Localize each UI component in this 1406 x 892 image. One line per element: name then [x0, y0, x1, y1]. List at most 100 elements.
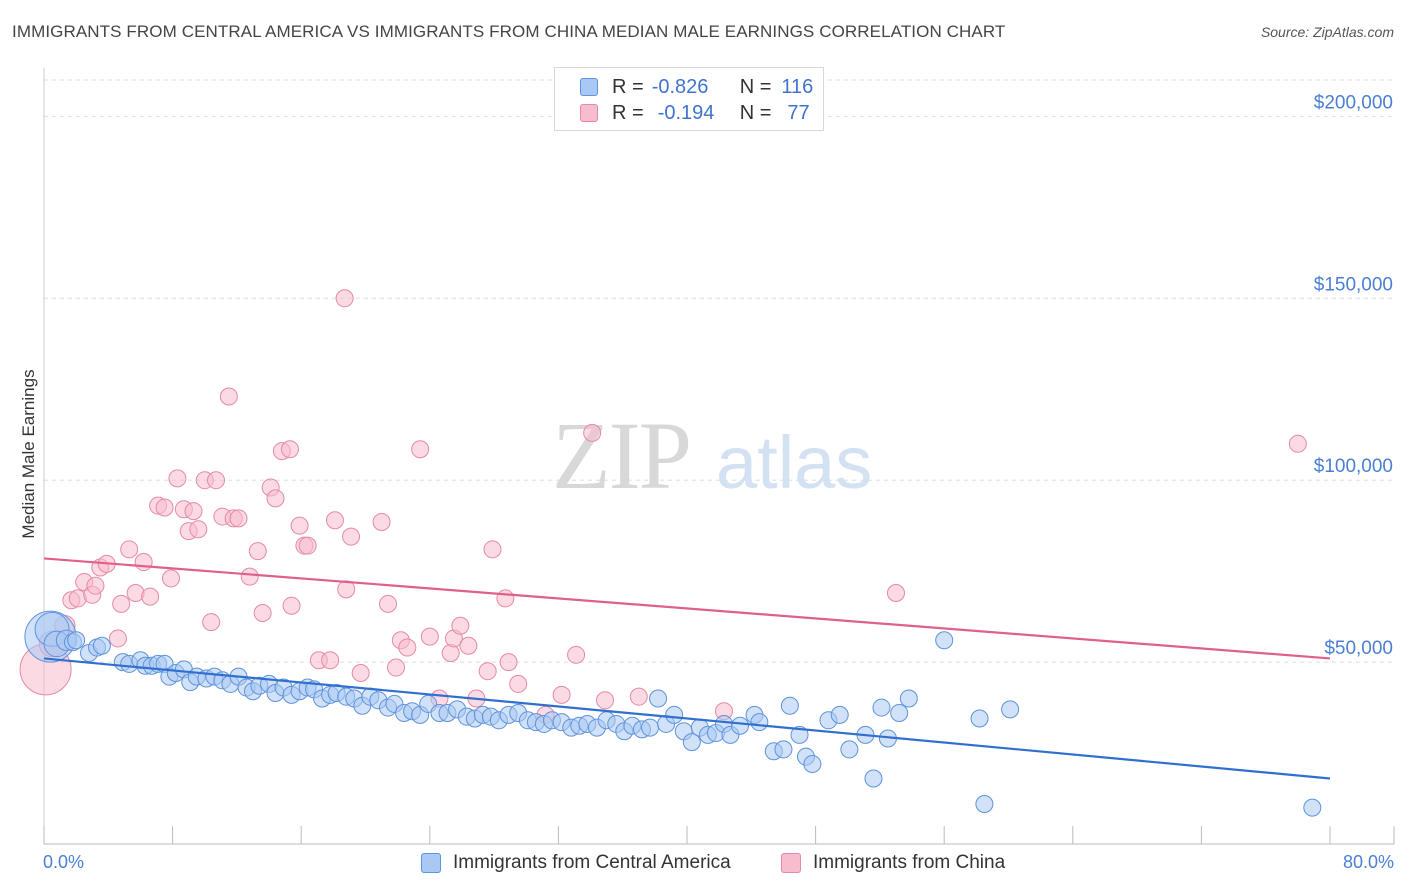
legend-label: Immigrants from Central America: [453, 852, 731, 873]
n-value: 77: [787, 101, 810, 124]
data-point: [290, 516, 309, 535]
watermark-zip: ZIP: [552, 402, 690, 509]
data-point: [161, 569, 180, 588]
r-value: -0.826: [651, 75, 709, 98]
pink-swatch: [580, 104, 598, 122]
data-point: [682, 733, 701, 752]
axes: [43, 68, 1395, 845]
data-point: [629, 687, 648, 706]
stats-legend: R = -0.826 N = 116 R = -0.194 N = 77: [554, 67, 824, 131]
data-point: [935, 631, 954, 650]
data-point: [583, 423, 602, 442]
data-point: [899, 689, 918, 708]
data-point: [441, 644, 460, 662]
data-point: [141, 587, 160, 606]
legend-item-central-america: Immigrants from Central America: [421, 852, 731, 874]
x-tick-label-max: 80.0%: [1342, 852, 1394, 872]
data-point: [379, 594, 398, 613]
legend-label: Immigrants from China: [813, 852, 1006, 873]
data-point: [750, 713, 769, 732]
y-axis-label: Median Male Earnings: [19, 369, 38, 538]
data-point: [552, 685, 571, 704]
blue-swatch: [421, 853, 441, 873]
data-point: [240, 567, 259, 586]
series-central-america-points: [24, 610, 1322, 817]
data-point: [420, 627, 439, 646]
data-point: [1303, 798, 1322, 817]
data-point: [641, 718, 660, 737]
r-value: -0.194: [657, 101, 715, 124]
data-point: [184, 502, 203, 521]
data-point: [830, 705, 849, 724]
y-tick-label: $200,000: [1314, 92, 1393, 113]
data-point: [387, 658, 406, 677]
data-point: [731, 716, 750, 735]
data-point: [189, 520, 208, 539]
data-point: [112, 594, 131, 613]
legend-item-china: Immigrants from China: [781, 852, 1005, 874]
data-point: [248, 542, 267, 561]
trend-line-central-america: [43, 657, 1331, 780]
data-point: [207, 471, 226, 490]
pink-swatch: [781, 853, 801, 873]
data-point: [229, 509, 248, 528]
data-point: [483, 540, 502, 559]
r-label: R =: [612, 101, 644, 124]
y-tick-label: $150,000: [1314, 274, 1393, 295]
data-point: [478, 662, 497, 681]
r-label: R =: [612, 75, 644, 98]
trend-lines: [43, 557, 1331, 780]
series-china-points: [19, 289, 1307, 724]
x-tick-label-min: 0.0%: [43, 852, 85, 872]
data-point: [298, 536, 317, 555]
blue-swatch: [580, 78, 598, 96]
data-point: [351, 664, 370, 683]
data-point: [398, 638, 417, 657]
data-point: [168, 469, 187, 488]
data-point: [499, 653, 518, 672]
watermark-atlas: atlas: [716, 421, 872, 504]
data-point: [864, 769, 883, 788]
y-tick-label: $50,000: [1324, 638, 1393, 659]
data-point: [342, 527, 361, 546]
n-label: N =: [739, 75, 772, 98]
stats-legend-row-central-america: R = -0.826 N = 116: [580, 75, 813, 99]
data-point: [459, 636, 478, 655]
trend-line-china: [43, 557, 1331, 660]
data-point: [253, 603, 272, 622]
data-point: [1001, 700, 1020, 719]
data-point: [970, 709, 989, 728]
stats-legend-row-china: R = -0.194 N = 77: [580, 101, 810, 125]
data-point: [451, 616, 470, 635]
data-point: [509, 674, 528, 693]
data-point: [411, 440, 430, 459]
chart-title: IMMIGRANTS FROM CENTRAL AMERICA VS IMMIG…: [12, 22, 1006, 41]
data-point: [665, 705, 684, 724]
data-point: [774, 740, 793, 759]
data-point: [67, 631, 86, 650]
data-point: [92, 636, 111, 655]
y-tick-label: $100,000: [1314, 456, 1393, 477]
y-tick-labels: $50,000 $100,000 $150,000 $200,000: [1314, 92, 1393, 659]
data-point: [496, 589, 515, 608]
data-point: [335, 289, 354, 308]
data-point: [649, 689, 668, 708]
data-point: [202, 613, 221, 632]
n-label: N =: [739, 101, 772, 124]
data-point: [325, 511, 344, 530]
data-point: [219, 387, 238, 406]
data-point: [803, 754, 822, 773]
data-point: [840, 740, 859, 759]
data-point: [886, 583, 905, 602]
data-point: [872, 698, 891, 717]
data-point: [321, 651, 340, 670]
source-credit: Source: ZipAtlas.com: [1260, 24, 1394, 40]
data-point: [108, 629, 127, 648]
data-point: [120, 540, 139, 559]
data-point: [86, 576, 105, 595]
data-point: [282, 596, 301, 615]
data-point: [567, 645, 586, 664]
data-point: [372, 513, 391, 532]
data-point: [280, 440, 299, 459]
